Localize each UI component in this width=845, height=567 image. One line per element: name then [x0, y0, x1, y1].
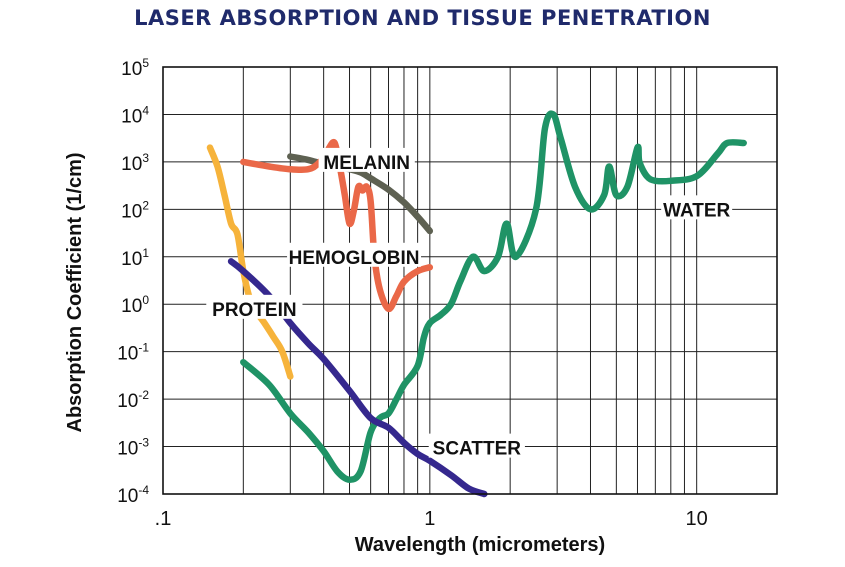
protein-label: PROTEIN — [212, 300, 296, 321]
x-tick-label: 1 — [424, 508, 435, 530]
y-tick-label: 10-2 — [117, 388, 149, 412]
protein-label-bg — [206, 294, 303, 319]
chart-title: LASER ABSORPTION AND TISSUE PENETRATION — [134, 6, 711, 30]
y-tick-label: 100 — [121, 293, 149, 317]
y-tick-label: 10-4 — [117, 483, 149, 507]
melanin-label: MELANIN — [323, 153, 410, 174]
water-label: WATER — [663, 200, 730, 221]
scatter-label: SCATTER — [433, 439, 522, 460]
x-axis-label: Wavelength (micrometers) — [355, 534, 605, 556]
protein-line — [206, 144, 294, 380]
water-label-bg — [661, 195, 733, 220]
x-tick-label: 10 — [686, 508, 708, 530]
y-tick-label: 101 — [121, 246, 149, 270]
y-tick-label: 102 — [121, 198, 149, 222]
water-line — [240, 110, 747, 483]
hemoglobin-label: HEMOGLOBIN — [289, 248, 420, 269]
y-tick-label: 10-3 — [117, 436, 149, 460]
y-axis-label: Absorption Coefficient (1/cm) — [64, 152, 86, 432]
y-tick-label: 10-1 — [117, 341, 149, 365]
x-tick-label: .1 — [155, 508, 172, 530]
y-tick-label: 104 — [121, 103, 149, 127]
plot-frame — [162, 66, 778, 495]
scatter-label-bg — [428, 433, 525, 458]
hemoglobin-label-bg — [287, 242, 422, 267]
y-tick-label: 103 — [121, 151, 149, 175]
x-tick-labels: .1 1 10 — [155, 508, 708, 530]
y-tick-labels: 105 104 103 102 101 100 10-1 10-2 10-3 10-4 — [117, 56, 149, 507]
grid — [163, 67, 777, 494]
melanin-label-bg — [318, 147, 415, 172]
y-tick-label: 105 — [121, 56, 149, 80]
series-labels: MELANIN HEMOGLOBIN WATER PROTEIN SCATTER — [206, 147, 733, 460]
hemoglobin-line — [240, 138, 434, 313]
